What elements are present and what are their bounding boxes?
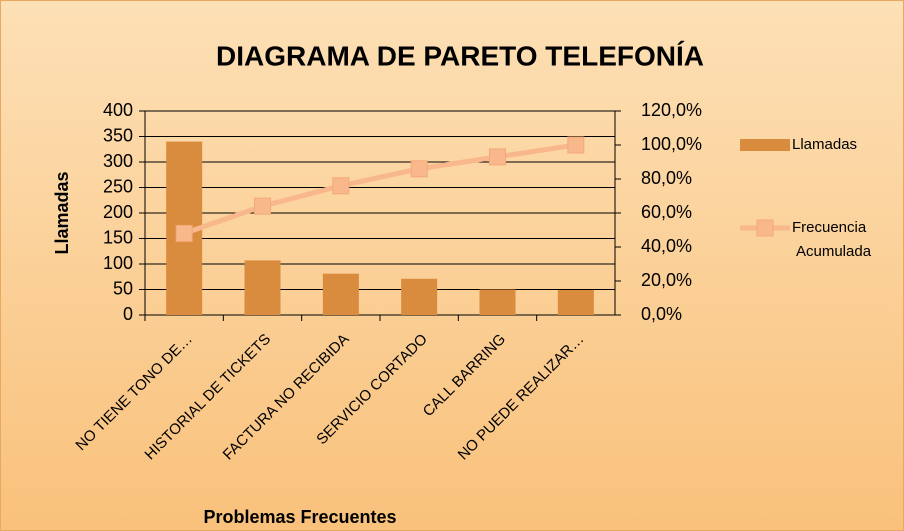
x-axis-title: Problemas Frecuentes (203, 507, 396, 527)
y-tick-label: 0 (123, 304, 133, 324)
bar (322, 273, 359, 315)
marker (254, 197, 271, 215)
y-tick-label: 100 (103, 253, 133, 273)
y-axis-title: Llamadas (52, 171, 72, 254)
chart-title: DIAGRAMA DE PARETO TELEFONÍA (216, 40, 704, 71)
legend-swatch (740, 139, 790, 151)
y-tick-label: 300 (103, 151, 133, 171)
line (183, 142, 577, 236)
y-tick-label: 250 (103, 176, 133, 196)
y-tick-label: 200 (103, 202, 133, 222)
bar (401, 278, 438, 315)
bar (244, 260, 281, 315)
y2-tick-label: 100,0% (641, 134, 702, 154)
marker (410, 160, 428, 178)
marker (175, 224, 193, 242)
legend-label: Llamadas (792, 136, 857, 153)
y2-tick-label: 80,0% (641, 168, 692, 188)
y2-tick-label: 120,0% (641, 100, 702, 120)
legend-marker (756, 219, 774, 237)
y-tick-label: 150 (103, 227, 133, 247)
marker (332, 177, 350, 195)
y2-tick-label: 20,0% (641, 270, 692, 290)
y2-tick-label: 40,0% (641, 236, 692, 256)
marker (489, 148, 506, 166)
y-tick-label: 400 (103, 100, 133, 120)
bar (479, 289, 516, 315)
legend-label: Frecuencia Acumulada (792, 219, 872, 260)
bar (557, 290, 594, 315)
y-tick-label: 50 (113, 278, 133, 298)
y-tick-label: 350 (103, 125, 133, 145)
y2-tick-label: 60,0% (641, 202, 692, 222)
y2-tick-label: 0,0% (641, 304, 682, 324)
marker (567, 136, 585, 154)
